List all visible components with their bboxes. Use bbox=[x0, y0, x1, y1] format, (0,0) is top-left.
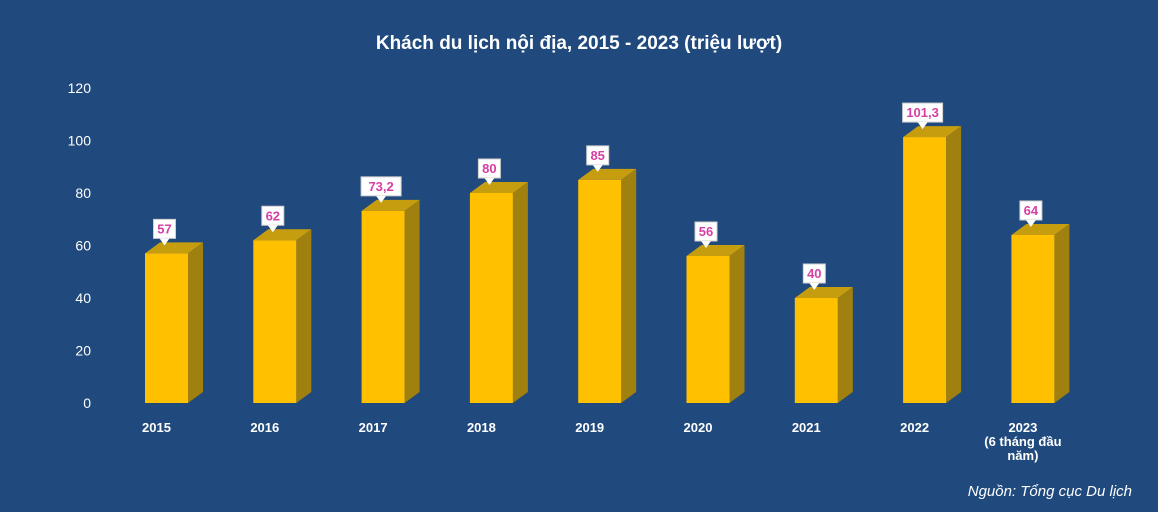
x-axis: 2015 2016 2017 2018 2019 2020 2021 2022 2023(6 t… bbox=[142, 420, 1062, 463]
x-tick-label: 2019 bbox=[575, 420, 604, 435]
data-label-pointer bbox=[484, 178, 495, 185]
bar-group: 62 bbox=[253, 205, 312, 403]
bar-side bbox=[837, 287, 853, 403]
bar bbox=[361, 210, 405, 403]
y-tick-label: 120 bbox=[68, 80, 92, 96]
bar bbox=[794, 298, 838, 403]
data-label-pointer bbox=[1025, 220, 1036, 227]
bar bbox=[253, 240, 297, 403]
data-label-pointer bbox=[159, 238, 170, 246]
data-label: 62 bbox=[261, 205, 285, 233]
bar-top bbox=[469, 182, 528, 193]
data-label: 80 bbox=[477, 158, 501, 185]
data-label-text: 101,3 bbox=[906, 105, 939, 120]
bar bbox=[686, 256, 730, 403]
y-tick-label: 60 bbox=[75, 238, 91, 254]
bar-top bbox=[686, 245, 745, 256]
data-label-pointer bbox=[917, 122, 928, 130]
bar-group: 40 bbox=[794, 263, 853, 403]
bar-side bbox=[296, 229, 312, 403]
data-label-text: 57 bbox=[157, 221, 171, 236]
bar-side bbox=[188, 242, 203, 403]
bar-top bbox=[1011, 224, 1070, 235]
data-label: 101,3 bbox=[902, 102, 944, 130]
y-tick-label: 0 bbox=[83, 395, 91, 411]
source-note: Nguồn: Tổng cục Du lịch bbox=[968, 483, 1132, 500]
data-label-pointer bbox=[809, 283, 820, 290]
data-label-text: 56 bbox=[699, 224, 713, 239]
bar-group: 56 bbox=[686, 221, 745, 403]
data-label: 73,2 bbox=[360, 176, 402, 203]
bar bbox=[1011, 235, 1055, 403]
chart-title: Khách du lịch nội địa, 2015 - 2023 (triệ… bbox=[376, 33, 782, 54]
bar-top bbox=[578, 168, 637, 180]
bar-side bbox=[946, 126, 962, 404]
bar-top bbox=[361, 199, 420, 211]
data-label-pointer bbox=[592, 164, 603, 172]
data-label: 64 bbox=[1019, 200, 1043, 227]
bar bbox=[903, 137, 947, 403]
data-label-text: 64 bbox=[1024, 203, 1039, 218]
bar-side bbox=[729, 245, 745, 403]
data-label: 57 bbox=[153, 218, 176, 246]
x-tick-label: 2016 bbox=[250, 420, 279, 435]
y-tick-label: 80 bbox=[75, 185, 91, 201]
bar bbox=[145, 253, 188, 403]
bar-side bbox=[1054, 224, 1070, 403]
data-label-text: 80 bbox=[482, 161, 496, 176]
data-label: 40 bbox=[802, 263, 826, 290]
bars: 57 62 73,2 80 85 56 40 101,3 64 bbox=[145, 102, 1070, 404]
bar-group: 101,3 bbox=[902, 102, 962, 404]
x-tick-label: 2023 bbox=[1008, 420, 1037, 435]
bar-top bbox=[145, 242, 203, 254]
data-label-pointer bbox=[267, 225, 278, 233]
bar-group: 85 bbox=[578, 145, 637, 403]
bar-group: 73,2 bbox=[360, 176, 420, 403]
bar bbox=[578, 179, 622, 403]
y-tick-label: 20 bbox=[75, 343, 91, 359]
bar-top bbox=[903, 126, 962, 138]
y-tick-label: 100 bbox=[68, 133, 92, 149]
bar-group: 57 bbox=[145, 218, 203, 403]
y-axis: 0 20 40 60 80 100 120 bbox=[68, 80, 92, 411]
bar-side bbox=[512, 182, 528, 403]
bar-side bbox=[404, 199, 420, 403]
x-tick-label: 2021 bbox=[792, 420, 821, 435]
data-label-text: 62 bbox=[266, 208, 280, 223]
data-label-text: 40 bbox=[807, 266, 821, 281]
data-label: 56 bbox=[694, 221, 718, 248]
x-tick-label: 2022 bbox=[900, 420, 929, 435]
x-tick-label: năm) bbox=[1007, 448, 1038, 463]
x-tick-label: 2017 bbox=[359, 420, 388, 435]
data-label-pointer bbox=[701, 241, 711, 248]
data-label-text: 73,2 bbox=[368, 179, 393, 194]
bar bbox=[469, 193, 513, 403]
bar-group: 64 bbox=[1011, 200, 1070, 403]
x-tick-label: 2015 bbox=[142, 420, 171, 435]
bar-top bbox=[253, 229, 312, 241]
x-tick-label: (6 tháng đầu bbox=[984, 434, 1061, 449]
data-label-text: 85 bbox=[590, 148, 604, 163]
data-label-pointer bbox=[376, 195, 387, 203]
data-label: 85 bbox=[586, 145, 610, 172]
bar-side bbox=[621, 168, 637, 403]
bar-top bbox=[794, 287, 853, 298]
bar-group: 80 bbox=[469, 158, 528, 403]
x-tick-label: 2018 bbox=[467, 420, 496, 435]
y-tick-label: 40 bbox=[75, 290, 91, 306]
x-tick-label: 2020 bbox=[684, 420, 713, 435]
